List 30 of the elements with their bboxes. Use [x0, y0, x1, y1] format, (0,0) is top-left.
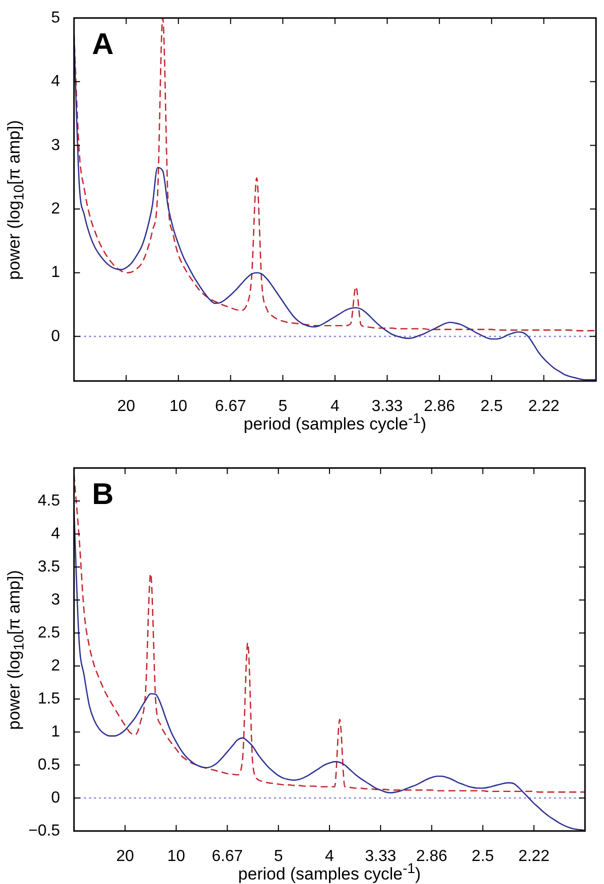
x-tick-label: 10 — [167, 848, 186, 866]
chart-title: B — [92, 478, 114, 511]
y-tick-label: 5 — [51, 9, 60, 26]
y-tick-label: 0.5 — [38, 756, 60, 774]
y-tick-label: 3.5 — [38, 558, 60, 576]
y-tick-label: 2.5 — [38, 624, 60, 642]
y-tick-label: 1 — [51, 264, 60, 282]
x-tick-label: 20 — [116, 848, 134, 866]
x-tick-label: 6.67 — [215, 398, 246, 416]
y-tick-label: 3 — [51, 136, 60, 154]
x-tick-label: 2.22 — [528, 398, 560, 416]
y-tick-label: 4 — [51, 73, 60, 90]
x-tick-label: 2.5 — [480, 398, 503, 416]
y-tick-label: 0 — [51, 789, 60, 806]
y-tick-label: 2 — [51, 200, 60, 218]
y-tick-label: 1.5 — [38, 690, 60, 708]
x-tick-label: 10 — [170, 398, 188, 416]
y-tick-label: −0.5 — [28, 822, 60, 840]
y-tick-label: 2 — [51, 657, 60, 674]
x-tick-label: 2.86 — [424, 398, 456, 416]
y-tick-label: 4 — [51, 525, 60, 542]
y-tick-label: 4.5 — [38, 492, 60, 510]
y-tick-label: 3 — [51, 591, 60, 608]
y-tick-label: 0 — [51, 328, 60, 345]
chart-title: A — [92, 28, 114, 61]
x-tick-label: 2.22 — [518, 848, 550, 866]
line-series — [73, 18, 597, 332]
y-tick-label: 1 — [51, 723, 60, 740]
x-tick-label: 20 — [117, 398, 136, 416]
x-tick-label: 2.5 — [472, 848, 494, 866]
